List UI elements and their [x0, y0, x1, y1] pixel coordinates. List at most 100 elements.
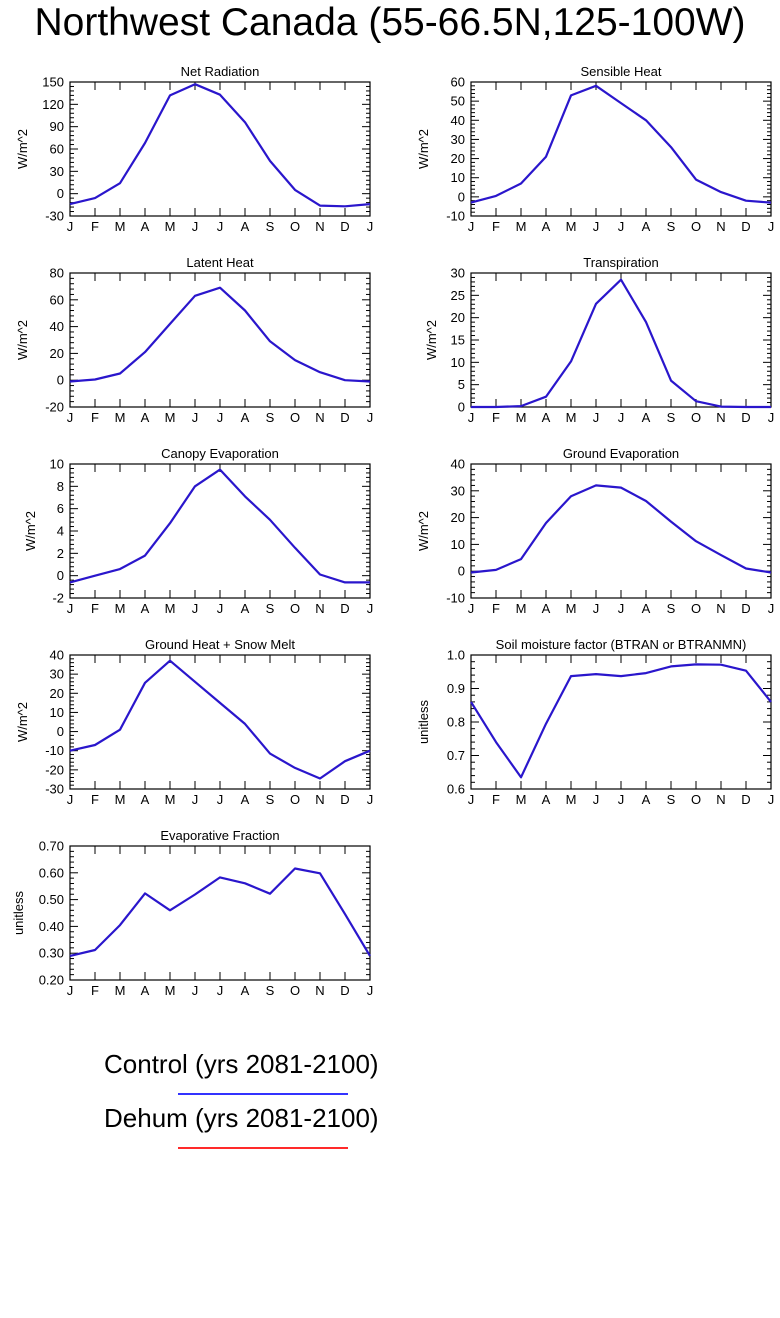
x-tick-label: J — [217, 219, 224, 234]
y-tick-label: 0.70 — [39, 839, 64, 854]
x-tick-label: A — [542, 792, 551, 807]
x-tick-label: A — [642, 601, 651, 616]
y-tick-label: 6 — [57, 501, 64, 516]
plot-frame-evaporative-fraction — [69, 845, 371, 981]
y-tick-label: 10 — [451, 170, 465, 185]
x-tick-label: N — [716, 219, 725, 234]
y-tick-label: 150 — [42, 75, 64, 90]
y-tick-label: 8 — [57, 479, 64, 494]
y-tick-label: 1.0 — [447, 648, 465, 663]
x-tick-label: S — [667, 219, 676, 234]
x-tick-label: J — [67, 601, 74, 616]
y-tick-label: 4 — [57, 524, 64, 539]
x-tick-label: J — [593, 792, 600, 807]
x-tick-label: A — [241, 410, 250, 425]
x-tick-label: J — [618, 792, 625, 807]
y-tick-label: 20 — [50, 346, 64, 361]
x-tick-label: D — [340, 792, 349, 807]
x-tick-label: J — [217, 792, 224, 807]
y-tick-label: 20 — [50, 686, 64, 701]
y-tick-label: 0 — [57, 186, 64, 201]
legend-label-control: Control (yrs 2081-2100) — [104, 1049, 379, 1079]
y-tick-label: 10 — [451, 537, 465, 552]
panel-title-soil-moisture-factor-btran-or-btranmn: Soil moisture factor (BTRAN or BTRANMN) — [496, 637, 747, 652]
x-tick-label: D — [340, 410, 349, 425]
legend-line-dehum — [178, 1147, 348, 1149]
y-tick-label: 30 — [50, 667, 64, 682]
series-line-canopy-evaporation — [69, 468, 370, 584]
x-tick-label: M — [516, 410, 527, 425]
x-tick-label: N — [315, 792, 324, 807]
x-tick-label: J — [367, 219, 374, 234]
x-tick-label: J — [217, 983, 224, 998]
y-tick-label: 0.30 — [39, 946, 64, 961]
y-tick-label: 5 — [458, 377, 465, 392]
panel-title-net-radiation: Net Radiation — [181, 64, 260, 79]
x-tick-label: A — [241, 792, 250, 807]
plot-frame-ground-evaporation — [470, 463, 772, 599]
x-tick-label: A — [141, 410, 150, 425]
plot-frame-latent-heat — [69, 272, 371, 408]
x-tick-label: A — [141, 792, 150, 807]
y-axis-label-net-radiation: W/m^2 — [15, 129, 30, 169]
x-tick-label: A — [642, 410, 651, 425]
y-tick-label: 0.50 — [39, 892, 64, 907]
y-tick-label: 0.7 — [447, 748, 465, 763]
y-tick-label: -2 — [52, 591, 64, 606]
y-axis-label-ground-evaporation: W/m^2 — [416, 511, 431, 551]
x-tick-label: O — [691, 219, 701, 234]
x-tick-label: F — [91, 792, 99, 807]
panel-title-evaporative-fraction: Evaporative Fraction — [160, 828, 279, 843]
x-tick-label: J — [367, 983, 374, 998]
y-tick-label: 0 — [458, 564, 465, 579]
y-tick-label: 60 — [50, 142, 64, 157]
y-tick-label: 30 — [50, 164, 64, 179]
x-tick-label: N — [315, 410, 324, 425]
panel-title-ground-heat-snow-melt: Ground Heat + Snow Melt — [145, 637, 295, 652]
x-tick-label: J — [192, 983, 199, 998]
x-tick-label: O — [691, 792, 701, 807]
x-tick-label: A — [542, 410, 551, 425]
y-tick-label: 20 — [451, 510, 465, 525]
y-tick-label: -10 — [446, 209, 465, 224]
y-axis-label-latent-heat: W/m^2 — [15, 320, 30, 360]
x-tick-label: S — [266, 601, 275, 616]
x-tick-label: A — [241, 219, 250, 234]
x-tick-label: D — [741, 410, 750, 425]
panel-title-sensible-heat: Sensible Heat — [581, 64, 662, 79]
y-axis-label-evaporative-fraction: unitless — [11, 890, 26, 935]
series-line-ground-evaporation — [470, 484, 772, 574]
x-tick-label: N — [716, 792, 725, 807]
x-tick-label: D — [741, 219, 750, 234]
x-tick-label: M — [516, 601, 527, 616]
x-tick-label: D — [340, 983, 349, 998]
x-tick-label: O — [290, 601, 300, 616]
series-line-latent-heat — [69, 286, 371, 383]
x-tick-label: O — [290, 219, 300, 234]
x-tick-label: J — [67, 410, 74, 425]
x-tick-label: O — [290, 410, 300, 425]
y-tick-label: 120 — [42, 97, 64, 112]
x-tick-label: A — [241, 601, 250, 616]
y-tick-label: -10 — [45, 743, 64, 758]
x-tick-label: M — [566, 410, 577, 425]
legend-line-control — [178, 1093, 348, 1095]
y-tick-label: 20 — [451, 151, 465, 166]
x-tick-label: S — [667, 601, 676, 616]
y-tick-label: 20 — [451, 310, 465, 325]
series-line-ground-heat-snow-melt — [69, 659, 371, 780]
x-tick-label: O — [290, 983, 300, 998]
x-tick-label: D — [741, 792, 750, 807]
x-tick-label: S — [266, 792, 275, 807]
x-tick-label: J — [618, 410, 625, 425]
legend-label-dehum: Dehum (yrs 2081-2100) — [104, 1103, 379, 1133]
x-tick-label: J — [468, 410, 475, 425]
x-tick-label: J — [67, 983, 74, 998]
y-tick-label: 60 — [451, 75, 465, 90]
x-tick-label: J — [618, 601, 625, 616]
x-tick-label: J — [618, 219, 625, 234]
